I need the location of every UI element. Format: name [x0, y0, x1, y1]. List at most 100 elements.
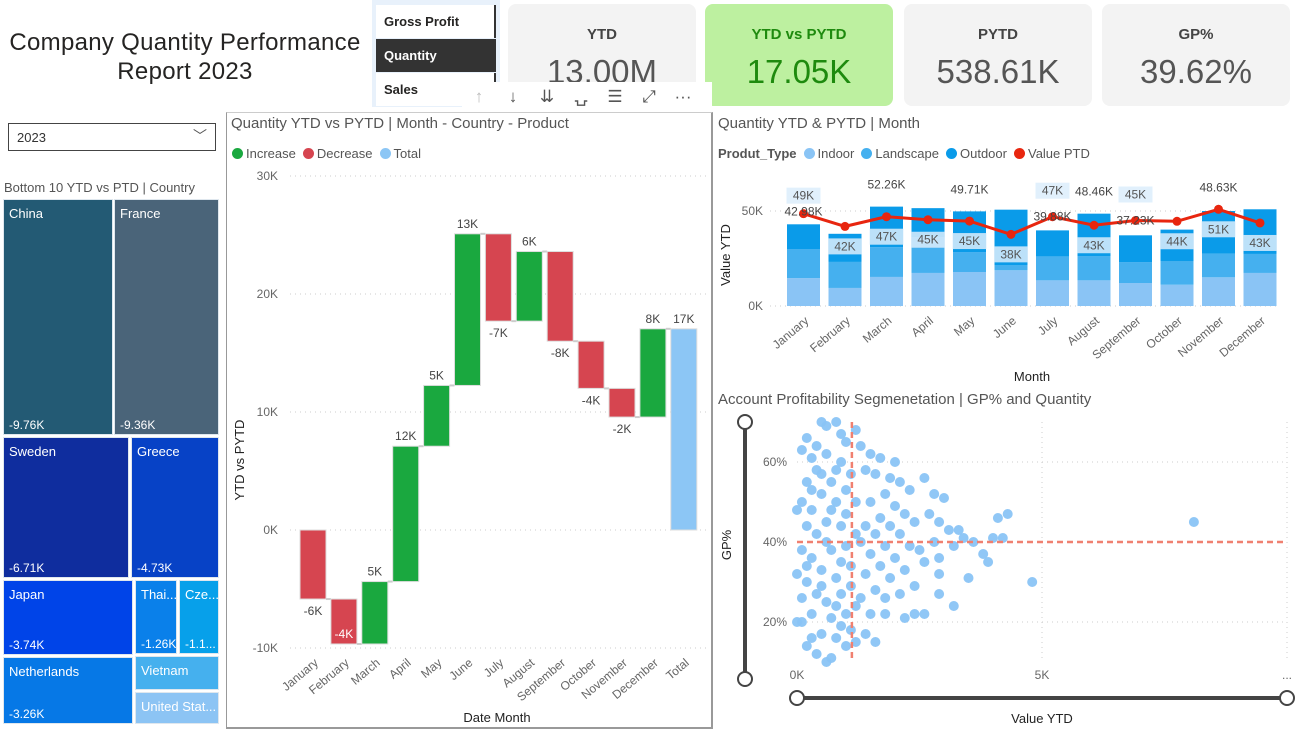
scatter-point: [801, 433, 812, 443]
tile-value: -1.1...: [185, 637, 216, 651]
legend-outdoor[interactable]: Outdoor: [960, 146, 1007, 161]
treemap-tile[interactable]: Japan -3.74K: [3, 580, 133, 655]
expand-hierarchy-icon[interactable]: ⍽: [574, 87, 588, 106]
x-tick-label: June: [446, 655, 475, 683]
scatter-point: [826, 613, 837, 623]
slicer-quantity[interactable]: Quantity: [376, 39, 496, 72]
legend-outdoor-dot: [946, 148, 957, 159]
scatter-point: [821, 517, 832, 527]
scatter-point: [850, 637, 861, 647]
legend-landscape[interactable]: Landscape: [875, 146, 939, 161]
x-slider-handle-right[interactable]: [1279, 690, 1295, 706]
treemap-tile[interactable]: Thai... -1.26K: [135, 580, 177, 654]
kpi-pytd: PYTD 538.61K: [904, 4, 1092, 106]
scatter-point: [831, 573, 842, 583]
treemap-tile[interactable]: Netherlands -3.26K: [3, 657, 133, 724]
data-label: 12K: [395, 429, 416, 443]
scatter-point: [860, 521, 871, 531]
legend-decrease[interactable]: Decrease: [316, 146, 373, 161]
y-tick-label: 10K: [257, 405, 278, 419]
legend-total[interactable]: Total: [393, 146, 421, 161]
bar-total-label: 52.26K: [867, 178, 905, 192]
scatter-point: [845, 625, 856, 635]
year-dropdown[interactable]: 2023 ﹀: [8, 123, 216, 151]
treemap-tile[interactable]: United Stat...: [135, 692, 219, 724]
scatter-point: [821, 449, 832, 459]
double-arrow-down-icon[interactable]: ⇊: [539, 87, 555, 106]
scatter-point: [836, 429, 847, 439]
ptd-point: [1089, 220, 1099, 230]
scatter-point: [801, 521, 812, 531]
legend-ptd[interactable]: Value PTD: [1027, 146, 1090, 161]
ptd-label-bg: [952, 233, 987, 250]
ptd-point: [840, 221, 850, 231]
treemap-tile[interactable]: China -9.76K: [3, 199, 113, 435]
scatter-point: [1027, 577, 1038, 587]
scatter-point: [870, 585, 881, 595]
bar-total-label: 48.46K: [1075, 185, 1113, 199]
arrow-down-icon[interactable]: ↓: [508, 87, 518, 106]
scatter-point: [919, 473, 930, 483]
ptd-label-bg: [994, 246, 1028, 263]
treemap-tile[interactable]: Vietnam: [135, 656, 219, 690]
legend-indoor-dot: [803, 148, 815, 159]
scatter-point: [934, 569, 945, 579]
treemap-tile[interactable]: France -9.36K: [114, 199, 219, 435]
bar-segment-landscape: [1077, 256, 1111, 281]
x-axis-title: Value YTD: [1011, 711, 1073, 726]
y-slider-handle-bottom[interactable]: [737, 671, 753, 687]
kpi-ytd-vs-pytd: YTD vs PYTD 17.05K: [705, 4, 893, 106]
legend-indoor[interactable]: Indoor: [817, 146, 855, 161]
tile-label: Vietnam: [141, 663, 189, 678]
x-tick-label: January: [770, 314, 812, 352]
bar-segment-landscape: [787, 249, 820, 279]
ptd-label-bg: [828, 238, 862, 255]
ptd-label-bg: [1160, 233, 1194, 250]
treemap-tile[interactable]: Sweden -6.71K: [3, 437, 129, 578]
x-tick-label: July: [1035, 314, 1060, 338]
y-tick-label: 0K: [263, 523, 278, 537]
scatter-point: [860, 465, 871, 475]
scatter-point: [890, 457, 900, 467]
chevron-down-icon: ﹀: [193, 128, 207, 144]
data-label: -6K: [304, 604, 323, 618]
y-tick-label: 40%: [763, 535, 787, 549]
tile-label: Greece: [137, 444, 180, 459]
scatter-point: [811, 441, 822, 451]
filter-icon[interactable]: ☰: [607, 87, 623, 106]
y-axis-title: YTD vs PYTD: [232, 420, 247, 501]
y-tick-label: 60%: [763, 455, 787, 469]
x-slider-handle-left[interactable]: [789, 690, 805, 706]
legend-ptd-dot: [1013, 148, 1025, 159]
scatter-point: [831, 633, 842, 643]
ptd-point: [1131, 216, 1140, 225]
x-tick-label: May: [418, 656, 444, 681]
scatter-point: [821, 421, 832, 431]
scatter-point: [836, 589, 847, 599]
treemap-tile[interactable]: Greece -4.73K: [131, 437, 219, 578]
arrow-up-icon[interactable]: ↑: [474, 87, 484, 106]
treemap-tile[interactable]: Cze... -1.1...: [179, 580, 219, 654]
x-tick-label: April: [386, 656, 413, 682]
more-options-icon[interactable]: ···: [674, 87, 692, 106]
waterfall-bar: [546, 251, 574, 342]
x-tick-label: December: [1217, 314, 1268, 360]
legend-increase[interactable]: Increase: [246, 146, 296, 161]
ptd-point: [965, 216, 974, 226]
scatter-point: [806, 505, 817, 515]
tile-value: -9.76K: [9, 418, 45, 432]
ptd-data-label: 38K: [1000, 247, 1021, 261]
focus-mode-icon[interactable]: ⤢: [642, 87, 656, 106]
kpi-value: 17.05K: [746, 53, 852, 90]
tile-label: Thai...: [141, 587, 177, 602]
scatter-point: [924, 509, 935, 519]
bar-segment-indoor: [953, 271, 986, 306]
scatter-point: [811, 529, 822, 539]
legend-decrease-dot: [302, 148, 314, 159]
scatter-point: [826, 505, 837, 515]
scatter-point: [894, 589, 905, 599]
scatter-point: [816, 469, 827, 479]
y-slider-handle-top[interactable]: [737, 414, 753, 430]
slicer-gross-profit[interactable]: Gross Profit: [376, 5, 496, 38]
scatter-point: [958, 533, 969, 543]
